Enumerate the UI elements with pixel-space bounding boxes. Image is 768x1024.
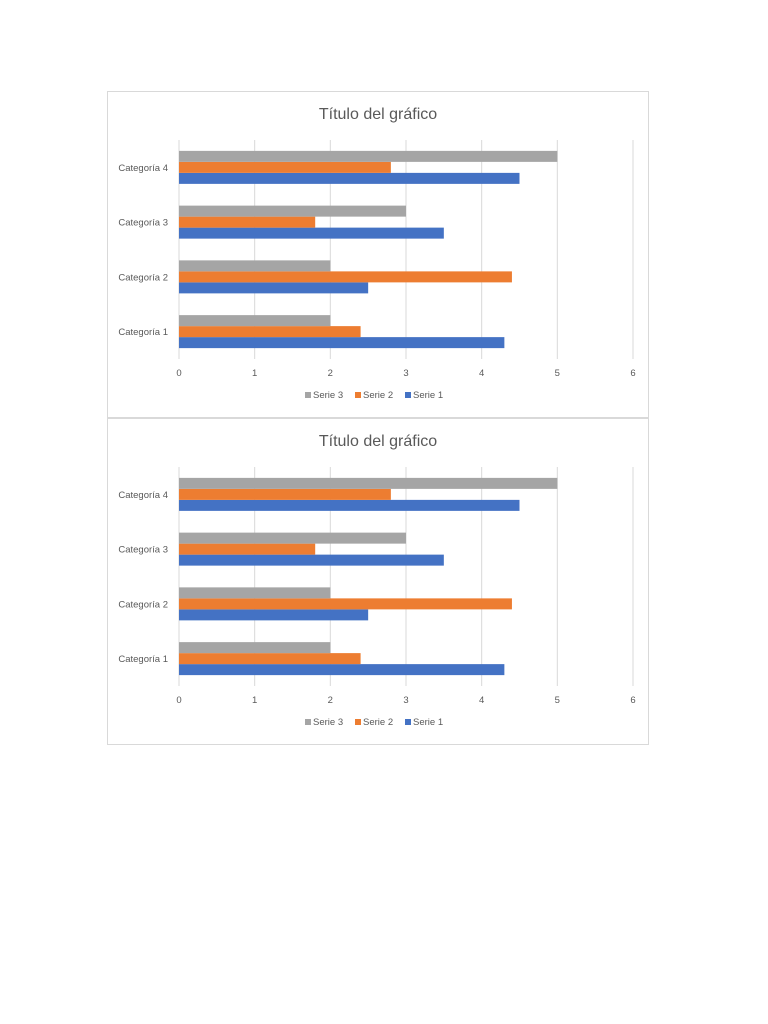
bar <box>179 260 331 272</box>
y-category-label: Categoría 2 <box>118 272 168 283</box>
legend-label: Serie 1 <box>413 390 443 401</box>
bar <box>179 653 361 665</box>
bar <box>179 337 505 349</box>
bar <box>179 598 512 610</box>
bar <box>179 282 369 294</box>
y-category-label: Categoría 1 <box>118 327 168 338</box>
bar-chart: Título del gráfico 0 1 2 3 4 5 6 Categoría 1 Cate… <box>118 433 635 728</box>
chart-card: Título del gráfico 0 1 2 3 4 5 6 Categoría 1 Cate… <box>107 418 649 745</box>
bar <box>179 664 505 676</box>
x-tick-label: 1 <box>252 368 257 379</box>
legend-label: Serie 3 <box>313 717 343 728</box>
y-category-label: Categoría 2 <box>118 599 168 610</box>
bar <box>179 161 391 173</box>
x-tick-label: 5 <box>555 695 560 706</box>
x-tick-label: 6 <box>630 695 635 706</box>
x-tick-label: 4 <box>479 695 484 706</box>
legend-swatch <box>405 392 411 398</box>
x-tick-label: 6 <box>630 368 635 379</box>
legend-label: Serie 2 <box>363 717 393 728</box>
bar <box>179 554 444 566</box>
chart-title: Título del gráfico <box>319 106 437 123</box>
bar <box>179 315 331 327</box>
x-tick-label: 2 <box>328 695 333 706</box>
bar <box>179 488 391 500</box>
bar <box>179 477 558 489</box>
legend-swatch <box>355 719 361 725</box>
y-category-label: Categoría 4 <box>118 163 168 174</box>
bar <box>179 150 558 162</box>
x-tick-label: 5 <box>555 368 560 379</box>
bar <box>179 609 369 621</box>
y-category-label: Categoría 3 <box>118 218 168 229</box>
chart-title: Título del gráfico <box>319 433 437 450</box>
bar <box>179 499 520 511</box>
y-category-label: Categoría 4 <box>118 490 168 501</box>
bar <box>179 642 331 654</box>
legend-label: Serie 1 <box>413 717 443 728</box>
bar <box>179 172 520 184</box>
y-category-label: Categoría 1 <box>118 654 168 665</box>
x-tick-label: 0 <box>176 695 181 706</box>
legend-swatch <box>305 719 311 725</box>
legend-label: Serie 2 <box>363 390 393 401</box>
bar <box>179 227 444 239</box>
x-tick-label: 1 <box>252 695 257 706</box>
bar <box>179 271 512 283</box>
bar <box>179 543 316 555</box>
bar <box>179 216 316 228</box>
legend-swatch <box>305 392 311 398</box>
bar <box>179 326 361 338</box>
chart-card: Título del gráfico 0 1 2 3 4 5 6 Categoría 1 Cate… <box>107 91 649 418</box>
legend-swatch <box>355 392 361 398</box>
x-tick-label: 2 <box>328 368 333 379</box>
legend-label: Serie 3 <box>313 390 343 401</box>
bar <box>179 532 406 544</box>
bar <box>179 587 331 599</box>
legend-swatch <box>405 719 411 725</box>
x-tick-label: 3 <box>403 695 408 706</box>
x-tick-label: 3 <box>403 368 408 379</box>
bar-chart: Título del gráfico 0 1 2 3 4 5 6 Categoría 1 Cate… <box>118 106 635 401</box>
x-tick-label: 4 <box>479 368 484 379</box>
x-tick-label: 0 <box>176 368 181 379</box>
y-category-label: Categoría 3 <box>118 545 168 556</box>
bar <box>179 205 406 217</box>
